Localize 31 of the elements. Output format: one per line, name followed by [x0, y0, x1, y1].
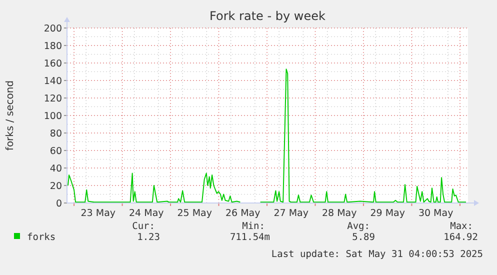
- x-tick-label: 26 May: [226, 208, 261, 219]
- text: 711.54m: [230, 232, 270, 243]
- x-tick-label: 25 May: [177, 208, 212, 219]
- text: 5.89: [352, 232, 376, 243]
- x-tick-label: 28 May: [322, 208, 358, 219]
- y-tick-label: 160: [44, 58, 62, 70]
- x-tick-label: 30 May: [418, 208, 454, 219]
- text: 1.23: [137, 232, 160, 243]
- y-tick-label: 0: [56, 198, 62, 210]
- y-tick-label: 120: [44, 94, 62, 104]
- legend-label: forks: [27, 232, 56, 243]
- y-tick-label: 60: [50, 146, 62, 157]
- chart-title: Fork rate - by week: [210, 9, 326, 23]
- y-tick-label: 180: [44, 41, 62, 52]
- x-tick-label: 24 May: [129, 208, 164, 219]
- x-tick-label: 23 May: [80, 208, 116, 219]
- text: Min:: [242, 221, 265, 232]
- text: Last update: Sat May 31 04:00:53 2025: [271, 249, 483, 260]
- y-tick-label: 40: [50, 164, 62, 174]
- y-axis-title: forks / second: [5, 80, 16, 151]
- y-tick-label: 80: [50, 128, 62, 140]
- y-tick-label: 140: [44, 76, 62, 87]
- y-tick-label: 20: [50, 181, 62, 192]
- text: Cur:: [132, 221, 155, 232]
- x-tick-label: 27 May: [274, 208, 309, 219]
- y-tick-label: 100: [44, 111, 62, 122]
- text: 164.92: [444, 232, 478, 243]
- text: Max:: [450, 221, 473, 232]
- y-tick-label: 200: [44, 24, 62, 34]
- text: Avg:: [347, 221, 370, 232]
- x-tick-label: 29 May: [370, 208, 406, 219]
